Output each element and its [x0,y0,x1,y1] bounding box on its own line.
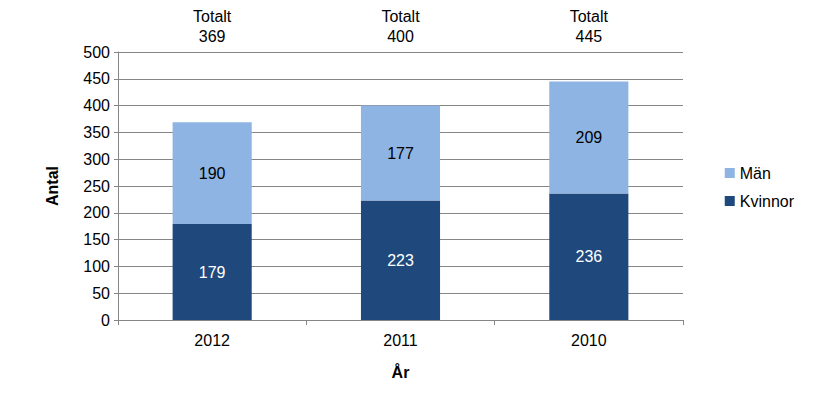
svg-text:Totalt: Totalt [381,8,420,25]
svg-text:År: År [392,363,410,381]
svg-text:445: 445 [575,28,602,45]
svg-text:0: 0 [101,312,110,329]
svg-text:2011: 2011 [383,332,418,349]
svg-text:450: 450 [83,70,110,87]
svg-text:Antal: Antal [44,166,61,206]
svg-text:177: 177 [387,145,414,162]
svg-text:200: 200 [83,204,110,221]
svg-text:400: 400 [387,28,414,45]
svg-text:369: 369 [199,28,226,45]
svg-text:400: 400 [83,97,110,114]
svg-text:Totalt: Totalt [570,8,609,25]
svg-text:2012: 2012 [194,332,230,349]
svg-text:209: 209 [575,129,602,146]
svg-text:Totalt: Totalt [193,8,232,25]
svg-text:150: 150 [83,231,110,248]
svg-text:50: 50 [92,285,110,302]
svg-text:236: 236 [575,248,602,265]
svg-text:179: 179 [199,264,226,281]
svg-text:190: 190 [199,165,226,182]
svg-text:250: 250 [83,178,110,195]
svg-text:223: 223 [387,252,414,269]
svg-text:350: 350 [83,124,110,141]
svg-text:Män: Män [740,165,771,182]
svg-text:2010: 2010 [571,332,607,349]
svg-text:100: 100 [83,258,110,275]
svg-text:500: 500 [83,44,110,61]
svg-text:Kvinnor: Kvinnor [740,193,795,210]
svg-text:300: 300 [83,151,110,168]
